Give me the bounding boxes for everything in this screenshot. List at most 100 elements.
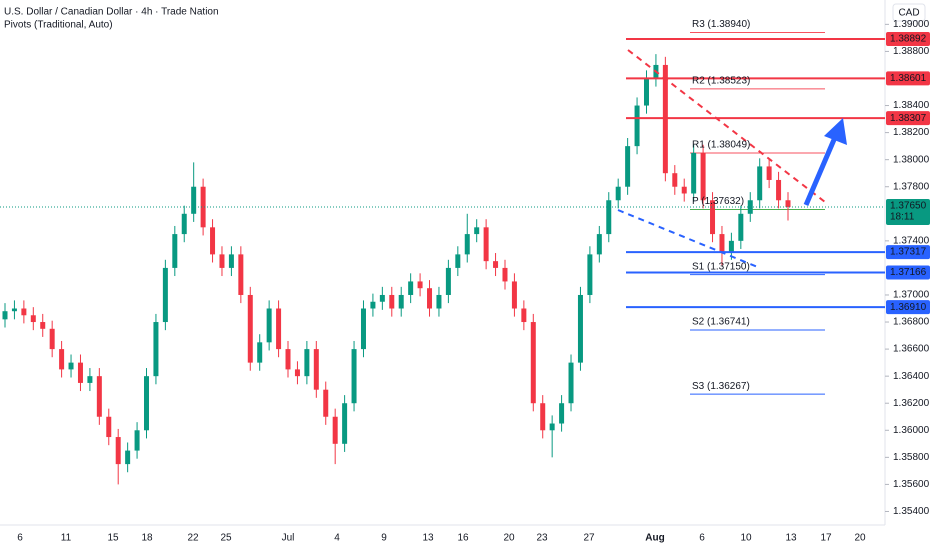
candle-body <box>266 308 272 343</box>
candle-body <box>427 288 433 309</box>
candle-body <box>115 437 121 465</box>
y-tick-label: 1.37400 <box>893 235 930 246</box>
candle-body <box>370 301 376 309</box>
candle-body <box>181 213 187 235</box>
candle-body <box>474 227 480 235</box>
candle-body <box>455 254 461 268</box>
level-tag-label: 1.36910 <box>890 302 927 313</box>
currency-label[interactable]: CAD <box>898 8 919 19</box>
y-tick-label: 1.37000 <box>893 290 930 301</box>
candle-body <box>134 430 140 451</box>
arrow-head <box>824 118 847 145</box>
candle-body <box>710 200 716 235</box>
candle-body <box>30 315 36 323</box>
candle-body <box>389 294 395 309</box>
candle-body <box>172 234 178 268</box>
y-tick-label: 1.35600 <box>893 479 930 490</box>
candle-body <box>247 294 253 363</box>
candle-body <box>323 389 329 417</box>
candle-body <box>502 267 508 282</box>
y-tick-label: 1.36400 <box>893 371 930 382</box>
candle-body <box>40 322 46 329</box>
candle-body <box>87 376 93 383</box>
x-tick-label: 16 <box>457 533 469 544</box>
candle-body <box>11 308 17 312</box>
candle-body <box>162 267 168 323</box>
x-tick-label: 10 <box>740 533 752 544</box>
x-tick-label: 6 <box>699 533 705 544</box>
x-tick-label: 13 <box>422 533 434 544</box>
candle-body <box>436 294 442 309</box>
level-tag-label: 1.38307 <box>890 113 927 124</box>
current-price-tag <box>886 199 930 226</box>
y-tick-label: 1.38000 <box>893 154 930 165</box>
current-price-label: 1.37650 <box>890 201 927 212</box>
x-tick-label: 9 <box>381 533 387 544</box>
x-tick-label: 20 <box>854 533 866 544</box>
candle-body <box>691 152 697 194</box>
pivot-label: R2 (1.38523) <box>692 76 750 87</box>
x-tick-label: 15 <box>107 533 119 544</box>
arrow-shaft <box>803 134 839 206</box>
candle-body <box>276 308 282 350</box>
level-tag <box>886 300 930 315</box>
candle-body <box>606 200 612 235</box>
candle-body <box>200 186 206 228</box>
y-tick-label: 1.37800 <box>893 181 930 192</box>
countdown-label: 18:11 <box>890 212 915 223</box>
level-tag <box>886 265 930 280</box>
candle-body <box>332 416 338 444</box>
candle-body <box>191 186 197 214</box>
x-tick-label: 20 <box>503 533 515 544</box>
candle-body <box>257 342 263 363</box>
candle-body <box>342 403 348 444</box>
candle-body <box>625 146 631 187</box>
x-tick-label: 25 <box>220 533 232 544</box>
x-tick-label: 18 <box>141 533 153 544</box>
x-tick-label: 23 <box>536 533 548 544</box>
level-tag-label: 1.37166 <box>890 267 927 278</box>
candle-body <box>144 376 150 431</box>
candle-body <box>700 152 706 201</box>
candle-body <box>757 166 763 201</box>
level-tag-label: 1.38892 <box>890 34 927 45</box>
candle-body <box>408 281 414 295</box>
pivot-label: R3 (1.38940) <box>692 19 750 30</box>
candle-body <box>540 403 546 431</box>
level-tag <box>886 31 930 46</box>
candle-body <box>493 261 499 268</box>
candle-body <box>21 308 27 316</box>
y-tick-label: 1.39000 <box>893 19 930 30</box>
candle-body <box>776 179 782 201</box>
candle-body <box>68 362 74 370</box>
candle-body <box>304 349 310 377</box>
currency-button[interactable] <box>892 3 926 22</box>
candle-body <box>417 281 423 289</box>
level-tag-label: 1.37317 <box>890 247 927 258</box>
level-tag <box>886 111 930 126</box>
x-tick-label: Aug <box>645 533 664 544</box>
candle-body <box>313 349 319 390</box>
candle-body <box>738 213 744 241</box>
candle-body <box>568 362 574 404</box>
candle-body <box>379 294 385 302</box>
candle-body <box>294 369 300 377</box>
candle-body <box>219 254 225 268</box>
level-tag-label: 1.38601 <box>890 73 927 84</box>
y-tick-label: 1.35800 <box>893 452 930 463</box>
y-tick-label: 1.35400 <box>893 506 930 517</box>
x-tick-label: 17 <box>820 533 832 544</box>
candle-body <box>210 227 216 255</box>
x-tick-label: 27 <box>583 533 595 544</box>
y-tick-label: 1.36200 <box>893 398 930 409</box>
y-tick-label: 1.38800 <box>893 46 930 57</box>
candle-body <box>643 78 649 106</box>
candle-body <box>549 423 555 431</box>
plot <box>0 23 889 512</box>
candle-body <box>615 186 621 201</box>
y-tick-label: 1.38200 <box>893 127 930 138</box>
candle-body <box>464 234 470 255</box>
candle-body <box>351 349 357 404</box>
candle-body <box>577 294 583 363</box>
